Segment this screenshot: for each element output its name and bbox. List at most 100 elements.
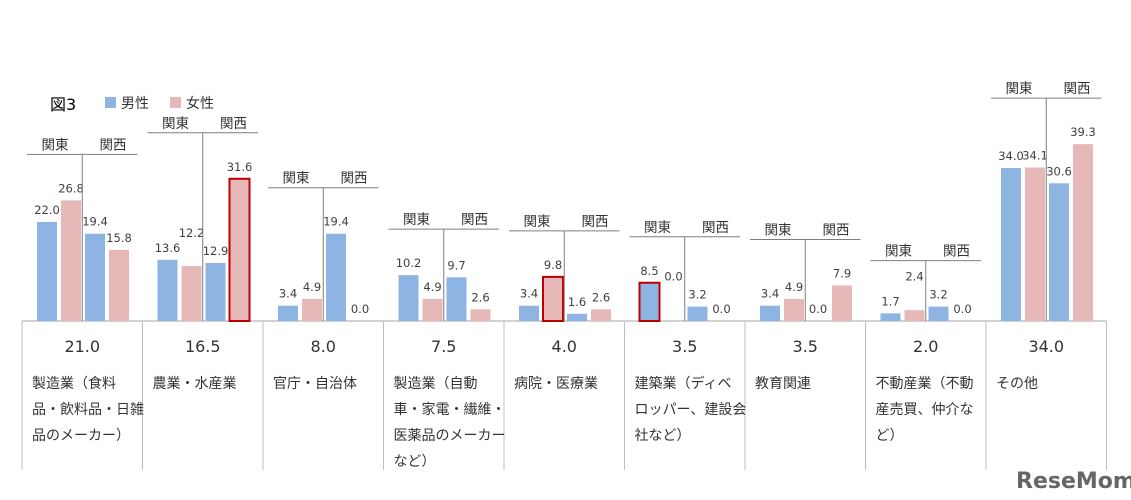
kanto-female-bar <box>784 298 804 321</box>
region-label-kansai: 関西 <box>220 116 247 132</box>
kansai-male-bar <box>928 306 949 321</box>
region-label-kansai: 関西 <box>943 244 970 260</box>
bar-value-label: 8.5 <box>640 264 658 278</box>
category-group-3: 10.24.9 9.7 2.6 関東 関西 7.5 製造業（自動車・家電・繊維・医薬品のメー… <box>388 212 506 470</box>
kanto-male-bar <box>638 281 661 322</box>
kansai-male-bar <box>326 233 346 321</box>
kansai-male-bar <box>567 313 587 321</box>
kansai-female-bar <box>470 309 491 321</box>
bar-value-label: 3.4 <box>520 287 538 301</box>
region-label-kanto: 関東 <box>524 214 551 230</box>
category-group-1: 13.612.2 12.9 31.6 関東 関西 16.5 農業・水産業 <box>147 116 258 392</box>
legend: 男性 女性 <box>105 95 214 112</box>
category-label-line: 品・飲料品・日雑 <box>32 402 144 418</box>
category-label-line: 社など） <box>635 428 691 444</box>
bar-value-label: 13.6 <box>155 241 181 255</box>
category-label-line: 建築業（ディベ <box>635 375 732 392</box>
legend-label-female: 女性 <box>186 95 214 112</box>
category-group-2: 3.4 4.9 19.4 0.0 関東 関西 8.0 官庁・自治体 <box>268 171 379 392</box>
bar-value-label: 31.6 <box>227 160 253 174</box>
kansai-female-bar <box>228 177 251 322</box>
region-label-kanto: 関東 <box>765 222 792 238</box>
region-label-kanto: 関東 <box>885 244 912 260</box>
kansai-female-bar <box>1073 144 1093 321</box>
category-average: 2.0 <box>913 337 938 356</box>
kanto-female-bar <box>422 298 443 321</box>
kansai-male-bar <box>205 262 226 321</box>
bar-value-label: 2.4 <box>905 270 923 284</box>
category-average: 16.5 <box>185 337 221 356</box>
category-average: 34.0 <box>1028 337 1064 356</box>
bar-value-label: 0.0 <box>664 270 682 284</box>
figure-label: 図3 <box>50 95 76 114</box>
kanto-male-bar <box>37 222 57 321</box>
category-label-line: 医薬品のメーカー <box>394 428 506 444</box>
bar-value-label: 26.8 <box>58 181 84 195</box>
region-label-kansai: 関西 <box>582 214 609 230</box>
category-label-line: ロッパー、建設会 <box>635 402 747 418</box>
bar-value-label: 4.9 <box>785 280 803 294</box>
kansai-male-bar <box>1049 183 1069 321</box>
category-label-line: 農業・水産業 <box>153 376 237 392</box>
region-label-kanto: 関東 <box>644 220 671 236</box>
category-label-line: 不動産業（不動 <box>876 376 974 392</box>
bar-value-label: 3.2 <box>688 288 706 302</box>
bar-value-label: 3.4 <box>761 287 779 301</box>
kanto-female-bar <box>302 298 322 321</box>
kansai-male-bar <box>446 277 467 321</box>
kansai-male-bar <box>85 233 105 321</box>
category-group-6: 3.4 4.9 0.0 7.9 関東 関西 3.5 教育関連 <box>750 222 861 392</box>
region-label-kansai: 関西 <box>341 171 368 187</box>
kanto-male-bar <box>760 305 780 321</box>
watermark: ReseMom <box>1016 469 1131 494</box>
bar-value-label: 7.9 <box>833 266 851 280</box>
kansai-male-bar <box>687 306 708 321</box>
kanto-male-bar <box>519 305 539 321</box>
bar-value-label: 19.4 <box>323 215 349 229</box>
category-label-line: 品のメーカー） <box>32 428 130 444</box>
bar-value-label: 4.9 <box>423 280 441 294</box>
kanto-female-bar <box>61 200 81 321</box>
category-label-line: 官庁・自治体 <box>273 376 357 392</box>
legend-label-male: 男性 <box>121 96 149 112</box>
kanto-male-bar <box>157 259 178 321</box>
bar-value-label: 34.0 <box>998 149 1024 163</box>
region-label-kanto: 関東 <box>1006 81 1033 97</box>
bar-value-label: 12.9 <box>203 244 229 258</box>
category-label-line: 教育関連 <box>755 376 811 392</box>
region-label-kanto: 関東 <box>403 212 430 228</box>
bar-value-label: 2.6 <box>471 290 489 304</box>
category-label-line: 産売買、仲介な <box>876 402 974 418</box>
category-label-line: その他 <box>996 376 1038 392</box>
legend-swatch-female <box>170 97 181 108</box>
category-average: 3.5 <box>672 337 697 356</box>
kansai-female-bar <box>591 309 611 321</box>
kansai-female-bar <box>109 249 129 321</box>
bar-value-label: 0.0 <box>809 302 827 316</box>
bar-value-label: 0.0 <box>351 302 369 316</box>
bar-value-label: 34.1 <box>1022 149 1048 163</box>
region-label-kansai: 関西 <box>461 212 488 228</box>
region-label-kansai: 関西 <box>100 137 127 153</box>
legend-swatch-male <box>105 97 116 108</box>
bar-value-label: 3.2 <box>929 288 947 302</box>
region-label-kanto: 関東 <box>283 171 310 187</box>
kanto-female-bar <box>904 310 925 321</box>
category-average: 3.5 <box>793 337 818 356</box>
category-group-0: 22.0 26.8 19.4 15.8 関東 関西 21.0 製造業（食料品・飲料品・日雑品の… <box>27 137 144 444</box>
kanto-female-bar <box>1025 167 1045 321</box>
bar-value-label: 9.7 <box>447 258 465 272</box>
category-average: 7.5 <box>431 337 456 356</box>
bar-value-label: 3.4 <box>279 287 297 301</box>
bar-value-label: 15.8 <box>106 231 132 245</box>
bar-value-label: 0.0 <box>953 302 971 316</box>
bar-value-label: 1.7 <box>881 294 899 308</box>
bar-value-label: 10.2 <box>396 256 422 270</box>
region-label-kansai: 関西 <box>1064 81 1091 97</box>
category-label-line: 製造業（食料 <box>32 375 116 392</box>
bar-value-label: 0.0 <box>712 302 730 316</box>
category-group-4: 3.4 9.8 1.6 2.6 関東 関西 4.0 病院・医療業 <box>509 214 620 392</box>
